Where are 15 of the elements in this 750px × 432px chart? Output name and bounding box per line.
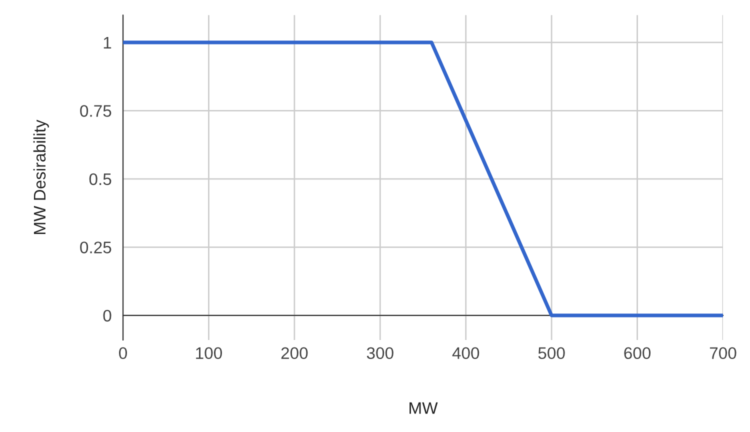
- y-tick-label: 0.25: [80, 242, 112, 254]
- x-tick-label: 400: [452, 347, 480, 360]
- x-tick-label: 500: [538, 347, 565, 360]
- x-tick-label: 600: [624, 347, 651, 360]
- x-tick-label: 0: [119, 347, 127, 360]
- x-tick-label: 100: [196, 347, 222, 360]
- x-tick-label: 200: [281, 347, 308, 360]
- x-axis-title: MW: [410, 402, 438, 414]
- x-tick-label: 300: [366, 347, 394, 360]
- x-tick-label: 700: [710, 347, 736, 360]
- y-tick-label: 0.75: [80, 105, 112, 117]
- y-tick-label: 0.5: [89, 173, 112, 186]
- y-axis-title: MW Desirability: [33, 120, 49, 234]
- y-tick-label: 0: [103, 310, 112, 322]
- y-tick-label: 1: [104, 36, 112, 48]
